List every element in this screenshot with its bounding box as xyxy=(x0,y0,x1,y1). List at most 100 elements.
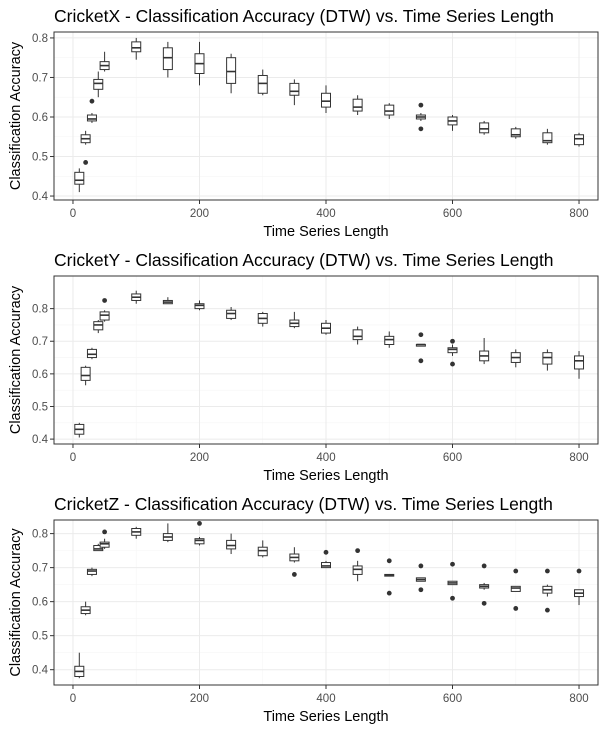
y-tick-label: 0.5 xyxy=(32,401,48,413)
x-tick-label: 200 xyxy=(190,693,209,705)
y-tick-label: 0.5 xyxy=(32,631,48,643)
box-body xyxy=(447,347,458,354)
y-axis-label: Classification Accuracy xyxy=(8,41,24,190)
box-450 xyxy=(352,548,363,582)
box-body xyxy=(384,104,395,116)
box-20 xyxy=(80,365,91,386)
box-700 xyxy=(510,349,521,368)
x-tick-label: 800 xyxy=(569,693,588,705)
box-body xyxy=(257,74,268,94)
y-tick-label: 0.7 xyxy=(32,563,48,575)
box-150 xyxy=(162,297,173,305)
box-500 xyxy=(384,331,395,348)
outlier-point xyxy=(513,606,519,611)
outlier-point xyxy=(513,568,519,574)
box-800 xyxy=(574,132,585,147)
x-tick-label: 200 xyxy=(190,452,209,464)
box-650 xyxy=(479,120,490,135)
box-600 xyxy=(447,561,458,601)
x-tick-label: 800 xyxy=(569,208,588,220)
box-body xyxy=(131,41,142,53)
outlier-point xyxy=(450,338,455,344)
panel-border xyxy=(53,519,599,686)
x-tick-label: 400 xyxy=(316,693,335,705)
box-body xyxy=(93,78,104,90)
box-300 xyxy=(257,69,268,96)
box-30 xyxy=(86,98,97,123)
y-axis-label: Classification Accuracy xyxy=(8,528,24,677)
box-250 xyxy=(226,533,237,555)
y-tick-label: 0.4 xyxy=(32,665,49,677)
box-body xyxy=(74,171,85,185)
outlier-point xyxy=(544,607,550,613)
y-tick-label: 0.7 xyxy=(32,72,48,84)
x-tick-label: 0 xyxy=(70,452,76,464)
box-body xyxy=(321,562,331,569)
box-100 xyxy=(131,37,142,60)
outlier-point xyxy=(89,98,95,104)
outlier-point xyxy=(418,563,424,569)
outlier-point xyxy=(197,521,202,526)
box-20 xyxy=(80,601,91,616)
box-100 xyxy=(131,290,142,304)
box-800 xyxy=(574,568,585,606)
outlier-point xyxy=(102,298,108,303)
panel-border xyxy=(53,31,599,201)
box-20 xyxy=(80,130,91,165)
box-30 xyxy=(86,567,97,577)
box-750 xyxy=(542,568,553,613)
box-600 xyxy=(447,115,458,131)
box-600 xyxy=(447,338,458,367)
chart-panel-2: 0 200 400 600 800 0.4 0.5 0.6 0.7 0.8 CricketY - C… xyxy=(8,250,599,484)
x-tick-label: 0 xyxy=(70,693,76,705)
box-30 xyxy=(86,347,97,360)
outlier-point xyxy=(418,126,424,132)
box-50 xyxy=(99,529,110,549)
box-body xyxy=(542,132,553,144)
box-body xyxy=(352,565,363,575)
chart-title: CricketZ - Classification Accuracy (DTW)… xyxy=(54,494,553,514)
box-body xyxy=(86,568,97,575)
box-body xyxy=(226,539,237,550)
outlier-point xyxy=(291,572,297,577)
outlier-point xyxy=(386,590,392,596)
x-tick-label: 0 xyxy=(70,208,76,220)
y-tick-label: 0.4 xyxy=(32,434,49,446)
box-750 xyxy=(542,349,553,371)
box-550 xyxy=(415,102,426,132)
box-650 xyxy=(479,337,490,365)
box-50 xyxy=(99,51,110,72)
box-40 xyxy=(93,543,104,552)
box-40 xyxy=(93,71,104,98)
y-tick-label: 0.8 xyxy=(32,33,48,45)
box-150 xyxy=(162,523,173,543)
x-tick-label: 600 xyxy=(443,452,462,464)
box-400 xyxy=(321,85,331,114)
y-tick-label: 0.5 xyxy=(32,152,48,164)
outlier-point xyxy=(102,529,108,535)
x-tick-label: 600 xyxy=(443,208,462,220)
outlier-point xyxy=(450,561,455,567)
box-10 xyxy=(74,422,85,438)
y-tick-label: 0.7 xyxy=(32,336,48,348)
box-body xyxy=(86,114,97,122)
box-10 xyxy=(74,652,85,679)
box-700 xyxy=(510,568,521,611)
box-body xyxy=(479,122,490,134)
box-body xyxy=(574,134,585,146)
box-body xyxy=(510,585,521,592)
box-300 xyxy=(257,540,268,558)
outlier-point xyxy=(481,563,487,569)
x-axis-label: Time Series Length xyxy=(263,468,388,484)
y-tick-label: 0.8 xyxy=(32,529,48,541)
box-350 xyxy=(289,311,300,329)
box-40 xyxy=(93,320,104,334)
box-body xyxy=(194,538,205,545)
box-200 xyxy=(194,41,205,86)
box-body xyxy=(226,309,237,319)
box-550 xyxy=(415,332,426,364)
box-400 xyxy=(321,320,331,335)
box-800 xyxy=(574,351,585,379)
